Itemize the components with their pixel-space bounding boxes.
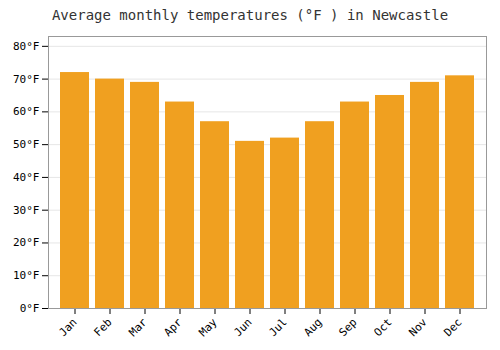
svg-text:Feb: Feb: [91, 316, 114, 339]
svg-text:Nov: Nov: [406, 315, 430, 339]
svg-text:Sep: Sep: [336, 316, 359, 339]
svg-text:Oct: Oct: [371, 316, 394, 339]
svg-text:May: May: [196, 315, 220, 339]
svg-text:50°F: 50°F: [13, 138, 40, 151]
svg-text:70°F: 70°F: [13, 73, 40, 86]
svg-text:40°F: 40°F: [13, 171, 40, 184]
svg-text:Jul: Jul: [266, 316, 289, 339]
svg-text:10°F: 10°F: [13, 269, 40, 282]
svg-text:Mar: Mar: [126, 315, 150, 339]
svg-text:Jun: Jun: [231, 316, 254, 339]
svg-text:Apr: Apr: [161, 315, 185, 339]
svg-text:0°F: 0°F: [20, 302, 40, 315]
svg-text:20°F: 20°F: [13, 236, 40, 249]
svg-text:Dec: Dec: [441, 316, 464, 339]
svg-text:80°F: 80°F: [13, 40, 40, 53]
svg-text:30°F: 30°F: [13, 204, 40, 217]
html-text:Average monthly temperatures (: Average monthly temperatures (°F ) in Ne…: [51, 7, 449, 23]
svg-text:Aug: Aug: [301, 316, 324, 339]
svg-text:Jan: Jan: [56, 316, 79, 339]
svg-text:60°F: 60°F: [13, 105, 40, 118]
